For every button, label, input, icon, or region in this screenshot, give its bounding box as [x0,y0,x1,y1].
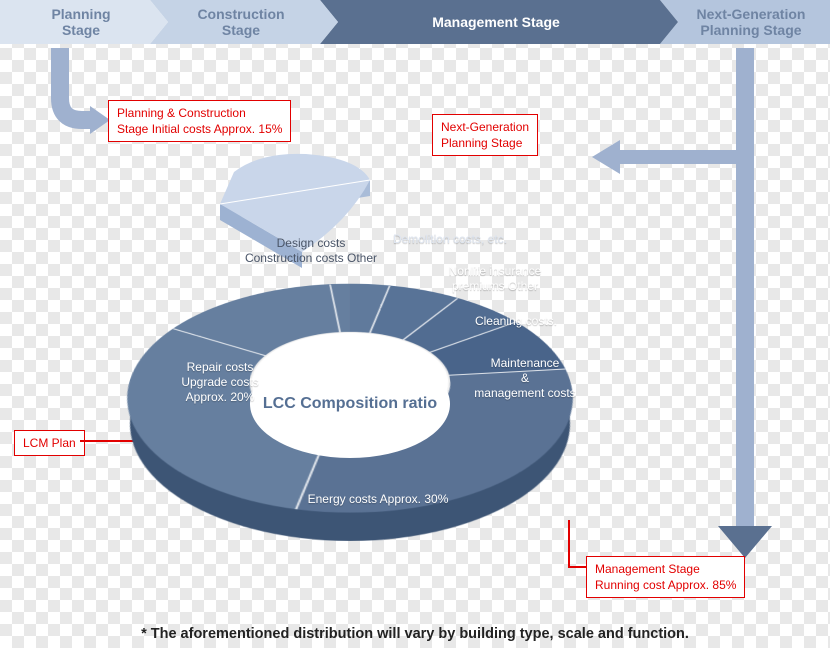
annot-management-running: Management Stage Running cost Approx. 85… [586,556,745,598]
footnote-text: * The aforementioned distribution will v… [0,626,830,642]
stage-chevron-row: Planning StageConstruction StageManageme… [0,0,830,44]
diagram-canvas: Planning StageConstruction StageManageme… [0,0,830,648]
annot-nextgen: Next-Generation Planning Stage [432,114,538,156]
slice-label-insurance: Nonlife insurance premiums Other [420,264,570,294]
stage-3: Next-Generation Planning Stage [660,0,830,44]
annot-lcm-plan: LCM Plan [14,430,85,456]
annot-planning-construction: Planning & Construction Stage Initial co… [108,100,291,142]
slice-label-design: Design costs Construction costs Other [236,236,386,266]
pie-center-label: LCC Composition ratio [250,350,450,458]
annot-mgmt-leader-h [568,566,586,568]
slice-label-demolition: Demolition costs, etc. [380,232,520,247]
arrow-nextgen-vertical [736,48,754,530]
slice-label-energy: Energy costs Approx. 30% [278,492,478,507]
stage-0: Planning Stage [0,0,150,44]
arrow-planning-down [40,48,110,148]
arrow-nextgen-head [718,526,772,558]
slice-label-maintenance: Maintenance & management costs [450,356,600,401]
arrow-nextgen-branch-head [592,140,620,174]
stage-1: Construction Stage [150,0,320,44]
slice-label-cleaning: Cleaning costs. [446,314,586,329]
arrow-nextgen-branch-h [618,150,744,164]
stage-2: Management Stage [320,0,660,44]
slice-label-repair: Repair costs Upgrade costs Approx. 20% [160,360,280,405]
